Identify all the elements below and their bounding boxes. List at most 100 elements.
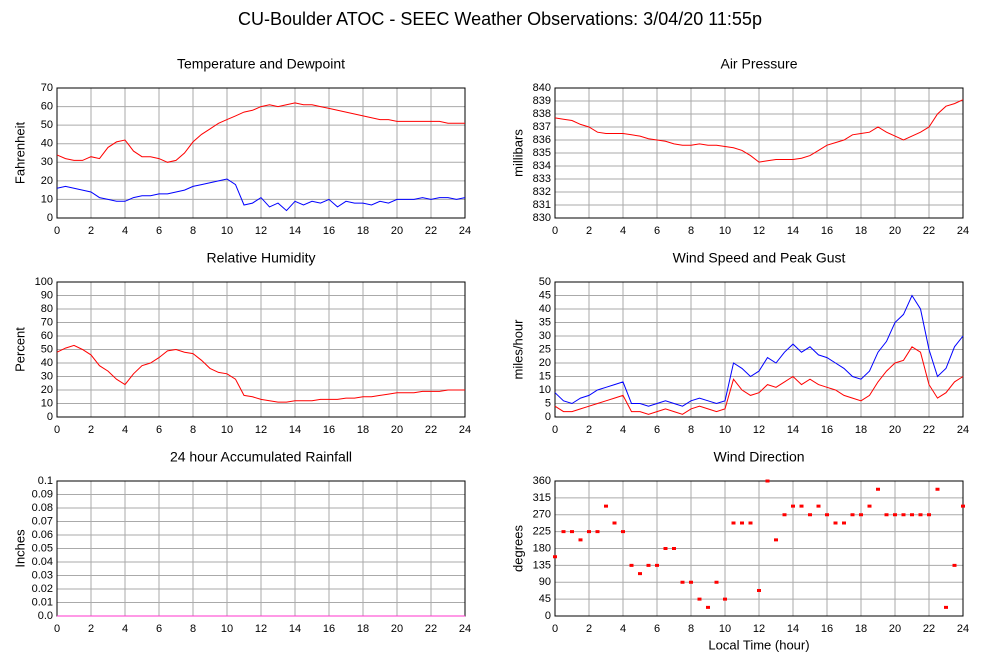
x-tick-label: 10 xyxy=(221,424,233,436)
x-tick-label: 12 xyxy=(255,225,267,237)
x-tick-label: 6 xyxy=(156,623,162,635)
x-tick-label: 2 xyxy=(88,225,94,237)
point xyxy=(782,513,787,517)
y-tick-label: 0.07 xyxy=(32,515,53,527)
y-tick-label: 270 xyxy=(533,509,551,521)
y-tick-label: 80 xyxy=(41,303,53,315)
chart-title: Relative Humidity xyxy=(207,250,316,266)
plot-frame xyxy=(56,87,466,219)
point xyxy=(638,572,642,576)
y-tick-label: 0 xyxy=(47,411,53,423)
y-tick-label: 0 xyxy=(545,411,551,423)
x-tick-label: 8 xyxy=(688,424,694,436)
x-tick-label: 10 xyxy=(719,623,731,635)
y-tick-label: 90 xyxy=(539,576,551,588)
x-tick-label: 16 xyxy=(323,424,335,436)
x-tick-label: 8 xyxy=(688,225,694,237)
x-tick-label: 2 xyxy=(586,623,592,635)
point xyxy=(740,521,744,525)
x-tick-label: 10 xyxy=(221,225,233,237)
point xyxy=(833,521,838,525)
y-tick-label: 830 xyxy=(533,212,551,224)
chart-title: Temperature and Dewpoint xyxy=(177,56,345,72)
y-tick-label: 20 xyxy=(41,384,53,396)
x-tick-label: 16 xyxy=(821,424,833,436)
y-tick-label: 50 xyxy=(41,343,53,355)
x-tick-label: 4 xyxy=(620,424,626,436)
x-tick-label: 6 xyxy=(654,424,660,436)
y-tick-label: 5 xyxy=(545,397,551,409)
page-title: CU-Boulder ATOC - SEEC Weather Observati… xyxy=(238,9,762,29)
y-tick-label: 20 xyxy=(41,175,53,187)
x-tick-label: 24 xyxy=(957,623,969,635)
point xyxy=(595,530,600,534)
y-axis-label: Inches xyxy=(12,529,27,568)
x-tick-label: 8 xyxy=(190,225,196,237)
series-line xyxy=(56,102,465,163)
x-tick-label: 8 xyxy=(688,623,694,635)
y-tick-label: 70 xyxy=(41,316,53,328)
y-tick-label: 10 xyxy=(41,397,53,409)
point xyxy=(612,521,617,525)
x-tick-label: 22 xyxy=(425,424,437,436)
y-tick-label: 135 xyxy=(533,559,551,571)
y-tick-label: 50 xyxy=(41,119,53,131)
y-tick-label: 30 xyxy=(41,370,53,382)
point xyxy=(884,513,889,517)
x-tick-label: 18 xyxy=(855,225,867,237)
y-tick-label: 0.02 xyxy=(32,583,53,595)
x-tick-label: 12 xyxy=(255,623,267,635)
y-tick-label: 360 xyxy=(533,475,551,487)
x-tick-label: 18 xyxy=(855,623,867,635)
point xyxy=(850,513,855,517)
point xyxy=(578,538,583,542)
y-tick-label: 0.0 xyxy=(38,610,53,622)
series-line xyxy=(56,178,466,212)
y-tick-label: 10 xyxy=(539,384,551,396)
point xyxy=(859,513,863,517)
point xyxy=(774,538,778,542)
x-tick-label: 6 xyxy=(156,424,162,436)
x-tick-label: 12 xyxy=(753,424,765,436)
point xyxy=(757,589,761,592)
y-axis-label: degrees xyxy=(510,525,525,572)
x-tick-label: 8 xyxy=(190,424,196,436)
point xyxy=(731,521,736,525)
y-tick-label: 0.1 xyxy=(38,475,53,487)
series-line xyxy=(554,99,964,163)
plot-frame xyxy=(554,87,964,219)
x-tick-label: 16 xyxy=(323,623,335,635)
y-tick-label: 0.09 xyxy=(32,488,53,500)
point xyxy=(961,504,965,508)
y-tick-label: 836 xyxy=(533,134,551,146)
x-tick-label: 20 xyxy=(889,225,901,237)
point xyxy=(927,513,931,517)
point xyxy=(680,580,685,584)
point xyxy=(629,563,634,567)
y-tick-label: 20 xyxy=(539,357,551,369)
y-tick-label: 839 xyxy=(533,95,551,107)
x-tick-label: 24 xyxy=(459,623,471,635)
y-axis-label: miles/hour xyxy=(510,319,525,380)
x-tick-label: 16 xyxy=(323,225,335,237)
x-tick-label: 14 xyxy=(289,225,301,237)
x-tick-label: 4 xyxy=(122,623,128,635)
y-tick-label: 837 xyxy=(533,121,551,133)
point xyxy=(893,513,897,517)
point xyxy=(587,530,591,534)
x-tick-label: 22 xyxy=(923,225,935,237)
point xyxy=(867,504,872,508)
x-tick-label: 10 xyxy=(719,424,731,436)
x-tick-label: 10 xyxy=(719,225,731,237)
x-tick-label: 0 xyxy=(54,424,60,436)
point xyxy=(672,547,676,550)
point xyxy=(570,530,574,534)
y-tick-label: 45 xyxy=(539,593,551,605)
x-tick-label: 6 xyxy=(654,225,660,237)
point xyxy=(689,580,693,584)
x-tick-label: 14 xyxy=(787,225,799,237)
x-tick-label: 0 xyxy=(552,424,558,436)
point xyxy=(655,563,659,567)
x-tick-label: 2 xyxy=(586,225,592,237)
